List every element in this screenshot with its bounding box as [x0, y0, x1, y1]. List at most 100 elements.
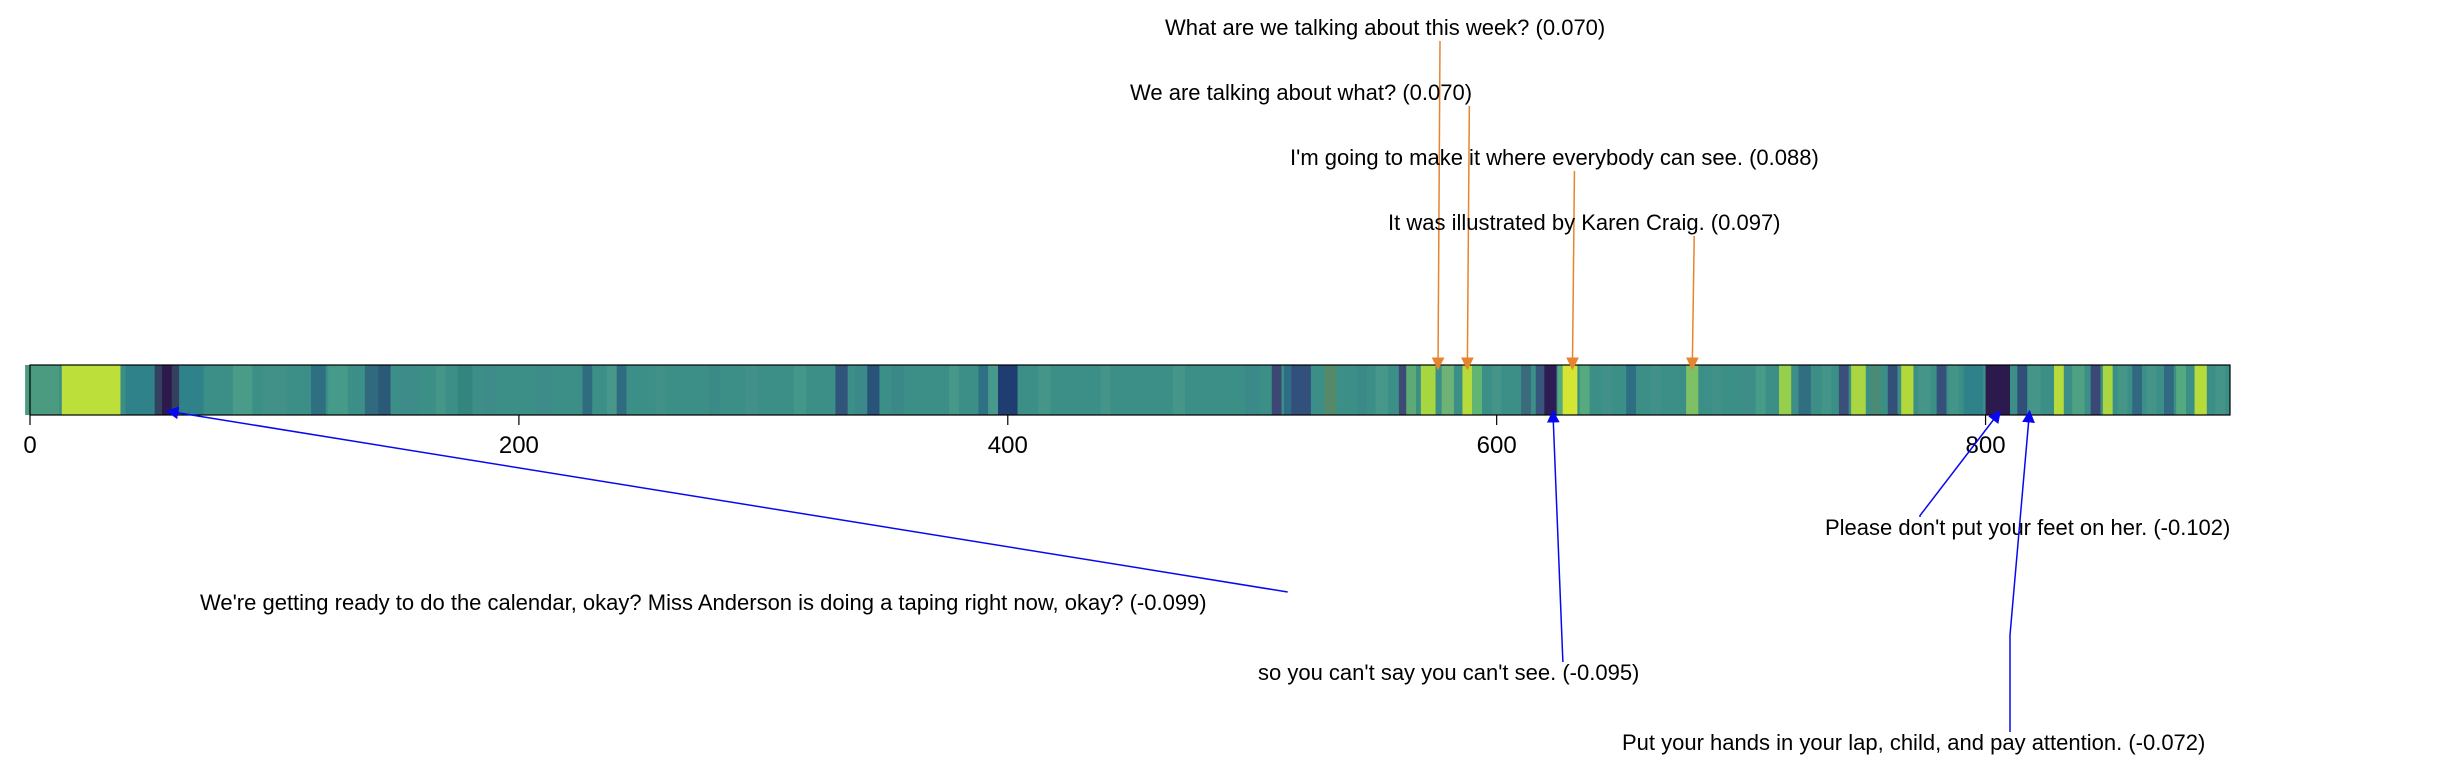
heatmap-stripe: [710, 365, 720, 415]
heatmap-stripe: [2103, 365, 2113, 415]
heatmap-stripe: [1839, 365, 1849, 415]
heatmap-stripe: [2164, 365, 2174, 415]
annotation-top-label: What are we talking about this week? (0.…: [1165, 15, 1605, 40]
x-tick-label: 0: [23, 432, 36, 459]
heatmap-stripe: [1602, 365, 1612, 415]
chart-svg: 0 200 400 600 800 What are we talking about t…: [0, 0, 2450, 772]
heatmap-stripe: [1492, 365, 1502, 415]
heatmap-stripe: [62, 365, 121, 415]
heatmap-stripe: [988, 365, 998, 415]
heatmap-stripe: [867, 365, 879, 415]
heatmap-stripe: [2028, 365, 2040, 415]
heatmap-stripe: [162, 365, 172, 415]
heatmap-stripe: [1544, 365, 1556, 415]
annotation-bottom-label: Put your hands in your lap, child, and p…: [1622, 730, 2205, 755]
heatmap-stripe: [745, 365, 757, 415]
heatmap-stripe: [233, 365, 253, 415]
heatmap-stripe: [949, 365, 959, 415]
heatmap-background: [30, 365, 2230, 415]
heatmap-stripe: [656, 365, 666, 415]
heatmap-stripe: [1626, 365, 1636, 415]
heatmap-stripe: [2072, 365, 2084, 415]
heatmap-stripe: [1964, 365, 1984, 415]
heatmap-stripe: [2118, 365, 2128, 415]
heatmap-stripe: [835, 365, 847, 415]
heatmap-stripe: [1712, 365, 1722, 415]
annotation-top-label: We are talking about what? (0.070): [1130, 80, 1472, 105]
heatmap-stripe: [582, 365, 592, 415]
heatmap-stripe: [1173, 365, 1185, 415]
heatmap-stripe: [1822, 365, 1832, 415]
heatmap-stripe: [1871, 365, 1881, 415]
heatmap-stripe: [365, 365, 380, 415]
heatmap-stripe: [483, 365, 495, 415]
x-tick-label: 200: [499, 432, 539, 459]
heatmap-stripe: [1101, 365, 1111, 415]
heatmap-stripe: [311, 365, 326, 415]
heatmap-stripe: [978, 365, 988, 415]
heatmap-stripe: [998, 365, 1018, 415]
heatmap-stripe: [1779, 365, 1791, 415]
heatmap-stripe: [1536, 365, 1546, 415]
annotation-bottom-label: Please don't put your feet on her. (-0.1…: [1825, 515, 2230, 540]
heatmap-stripe: [1442, 365, 1454, 415]
heatmap-stripe: [1686, 365, 1698, 415]
heatmap-stripe: [1949, 365, 1959, 415]
heatmap-stripe: [1376, 365, 1388, 415]
heatmap-stripe: [1741, 365, 1751, 415]
heatmap-stripe: [2017, 365, 2027, 415]
heatmap-stripe: [1651, 365, 1661, 415]
heatmap-stripe: [2054, 365, 2064, 415]
heatmap-stripe: [1038, 365, 1050, 415]
annotation-bottom-arrow: [2010, 411, 2030, 732]
heatmap-stripe: [399, 365, 419, 415]
annotation-top-label: It was illustrated by Karen Craig. (0.09…: [1388, 210, 1781, 235]
heatmap-stripe: [794, 365, 806, 415]
heatmap-stripe: [458, 365, 473, 415]
heatmap-stripe: [1918, 365, 1930, 415]
heatmap-stripe: [1357, 365, 1367, 415]
heatmap-stripe: [617, 365, 627, 415]
annotation-top-arrow: [1572, 171, 1574, 369]
heatmap-stripe: [855, 365, 867, 415]
heatmap-stripe: [1245, 365, 1260, 415]
heatmap-stripe: [1521, 365, 1531, 415]
heatmap-stripe: [1272, 365, 1282, 415]
heatmap-stripe: [1901, 365, 1913, 415]
heatmap-stripe: [1888, 365, 1898, 415]
heatmap-stripe: [1563, 365, 1578, 415]
heatmap-stripe: [328, 365, 348, 415]
heatmap-stripe: [1462, 365, 1472, 415]
heatmap-stripe: [262, 365, 286, 415]
annotated-heatmap-chart: 0 200 400 600 800 What are we talking about t…: [0, 0, 2450, 772]
heatmap-stripe: [892, 365, 904, 415]
x-tick-label: 800: [1966, 432, 2006, 459]
heatmap-stripe: [1580, 365, 1590, 415]
heatmap-stripe: [2147, 365, 2157, 415]
x-tick-label: 600: [1477, 432, 1517, 459]
heatmap-stripe: [1799, 365, 1811, 415]
heatmap-stripe: [2132, 365, 2142, 415]
heatmap-stripe: [1421, 365, 1436, 415]
heatmap-stripe: [1406, 365, 1416, 415]
heatmap-stripe: [1937, 365, 1947, 415]
heatmap-stripe: [536, 365, 551, 415]
heatmap-stripe: [436, 365, 446, 415]
annotation-bottom-arrow: [1553, 411, 1563, 662]
heatmap-stripe: [2091, 365, 2101, 415]
annotation-bottom-label: We're getting ready to do the calendar, …: [200, 590, 1207, 615]
heatmap-stripe: [2176, 365, 2186, 415]
heatmap-stripe: [1756, 365, 1766, 415]
heatmap-stripe: [1986, 365, 2010, 415]
annotation-top-arrow: [1692, 236, 1694, 369]
x-tick-label: 400: [988, 432, 1028, 459]
annotation-bottom-arrow: [1920, 411, 2000, 517]
heatmap-stripe: [1472, 365, 1482, 415]
heatmap-stripe: [2215, 365, 2225, 415]
annotation-bottom-label: so you can't say you can't see. (-0.095): [1258, 660, 1639, 685]
annotation-top-label: I'm going to make it where everybody can…: [1290, 145, 1819, 170]
heatmap-stripe: [378, 365, 390, 415]
heatmap-stripe: [1291, 365, 1311, 415]
annotation-bottom-arrow: [167, 411, 1288, 592]
heatmap-stripe: [1324, 365, 1336, 415]
